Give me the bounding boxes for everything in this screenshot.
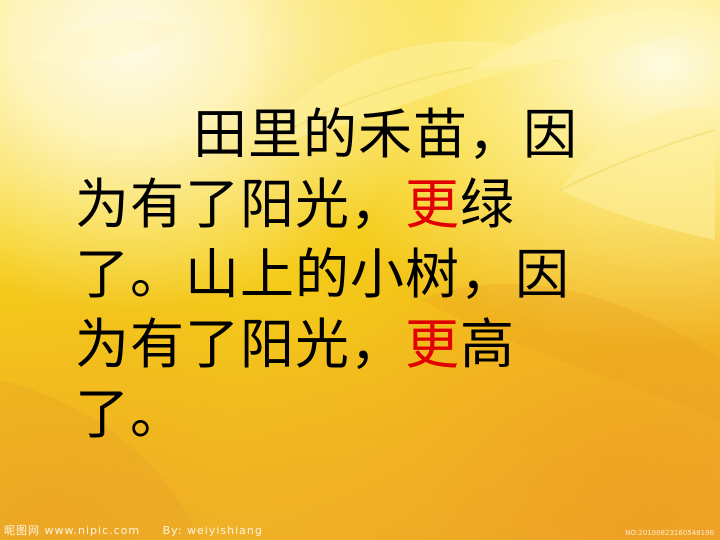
text-segment: 为有了阳光， bbox=[75, 173, 405, 236]
text-segment: 了。 bbox=[75, 383, 185, 446]
text-line-5: 了。 bbox=[75, 380, 635, 450]
highlight-word: 更 bbox=[405, 313, 460, 376]
text-line-3: 了。山上的小树，因 bbox=[75, 240, 635, 310]
watermark-author: By: weiyishiang bbox=[162, 524, 263, 537]
text-line-4: 为有了阳光，更高 bbox=[75, 310, 635, 380]
text-segment: 高 bbox=[460, 313, 515, 376]
watermark-site: 昵图网 www.nipic.com bbox=[4, 524, 141, 537]
text-segment: 绿 bbox=[460, 173, 515, 236]
watermark: 昵图网 www.nipic.com By: weiyishiang bbox=[4, 522, 263, 538]
highlight-word: 更 bbox=[405, 173, 460, 236]
text-segment: 田里的禾苗，因 bbox=[193, 103, 578, 166]
text-segment: 为有了阳光， bbox=[75, 313, 405, 376]
text-line-2: 为有了阳光，更绿 bbox=[75, 170, 635, 240]
watermark-id: NO:20100823160548196 bbox=[625, 529, 714, 537]
poem-text: 田里的禾苗，因 为有了阳光，更绿 了。山上的小树，因 为有了阳光，更高 了。 bbox=[75, 100, 635, 450]
text-line-1: 田里的禾苗，因 bbox=[75, 100, 635, 170]
text-segment: 了。山上的小树，因 bbox=[75, 243, 570, 306]
leaf-icon bbox=[30, 10, 716, 240]
